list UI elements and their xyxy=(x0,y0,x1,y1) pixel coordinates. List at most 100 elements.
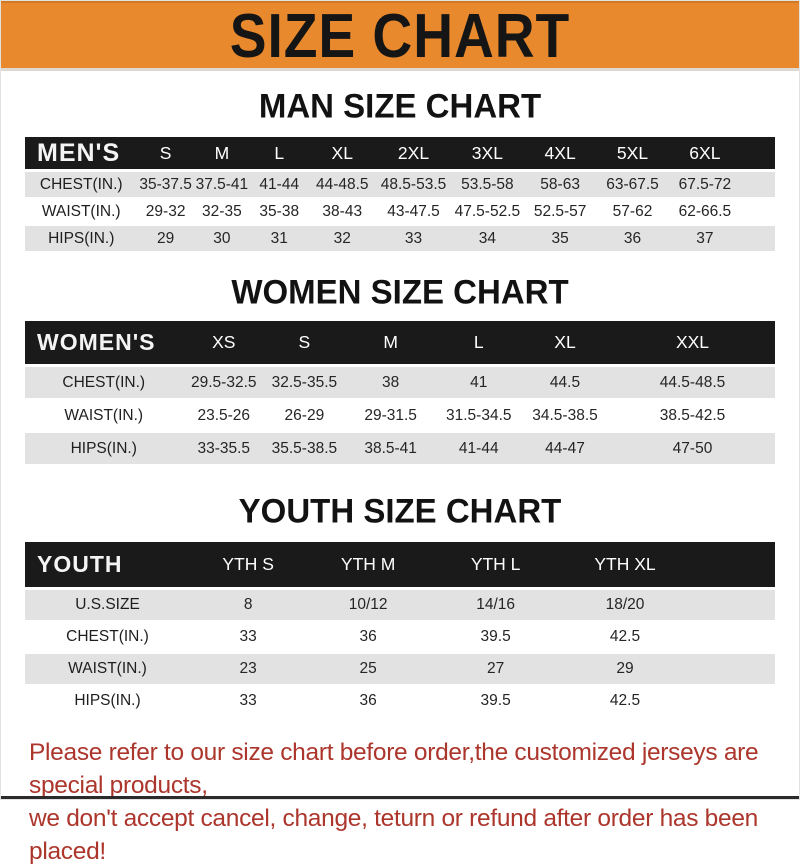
youth-size-xl: YTH XL xyxy=(561,542,689,589)
value-cell: 29 xyxy=(137,224,194,251)
value-cell: 41 xyxy=(437,364,520,399)
value-cell: 27 xyxy=(430,652,562,685)
value-cell: 29-31.5 xyxy=(343,398,438,432)
value-cell: 35.5-38.5 xyxy=(265,431,344,464)
value-cell: 14/16 xyxy=(430,587,562,621)
value-cell: 33 xyxy=(190,684,307,716)
value-cell: 44.5-48.5 xyxy=(610,364,775,399)
men-waist-row: WAIST(IN.) 29-32 32-35 35-38 38-43 43-47… xyxy=(25,197,775,225)
men-corner-label: MEN'S xyxy=(25,137,138,171)
value-cell: 44-48.5 xyxy=(308,169,376,198)
banner-title: SIZE CHART xyxy=(229,0,571,70)
row-label: CHEST(IN.) xyxy=(25,364,183,399)
men-size-5xl: 5XL xyxy=(596,137,669,171)
men-size-2xl: 2XL xyxy=(376,137,451,171)
men-size-l: L xyxy=(250,137,309,171)
youth-corner-label: YOUTH xyxy=(25,542,190,589)
value-cell: 35-38 xyxy=(250,197,309,225)
women-size-l: L xyxy=(437,321,520,366)
value-cell: 52.5-57 xyxy=(523,197,597,225)
value-cell: 33-35.5 xyxy=(182,431,265,464)
value-cell: 38.5-42.5 xyxy=(610,398,775,432)
value-cell: 41-44 xyxy=(437,431,520,464)
value-cell: 44.5 xyxy=(520,364,610,399)
disclaimer-line-2: we don't accept cancel, change, teturn o… xyxy=(29,805,758,865)
youth-size-table: YOUTH YTH S YTH M YTH L YTH XL U.S.SIZE … xyxy=(25,542,775,716)
row-label: CHEST(IN.) xyxy=(25,169,138,198)
women-size-xxl: XXL xyxy=(610,321,775,366)
youth-header-row: YOUTH YTH S YTH M YTH L YTH XL xyxy=(25,542,775,589)
men-size-s: S xyxy=(137,137,194,171)
men-size-4xl: 4XL xyxy=(523,137,597,171)
youth-waist-row: WAIST(IN.) 23 25 27 29 xyxy=(25,652,775,685)
women-header-row: WOMEN'S XS S M L XL XXL xyxy=(25,321,775,366)
men-section-heading: MAN SIZE CHART xyxy=(258,86,542,125)
women-corner-label: WOMEN'S xyxy=(25,321,183,366)
value-cell: 32 xyxy=(308,224,376,251)
value-cell: 33 xyxy=(190,620,307,653)
value-cell: 36 xyxy=(596,224,669,251)
value-cell: 63-67.5 xyxy=(596,169,669,198)
value-cell: 43-47.5 xyxy=(376,197,451,225)
row-label: WAIST(IN.) xyxy=(25,652,190,685)
row-label: HIPS(IN.) xyxy=(25,431,183,464)
value-cell: 67.5-72 xyxy=(668,169,742,198)
value-cell: 36 xyxy=(306,620,430,653)
value-cell: 48.5-53.5 xyxy=(376,169,451,198)
women-waist-row: WAIST(IN.) 23.5-26 26-29 29-31.5 31.5-34… xyxy=(25,398,775,432)
value-cell: 29-32 xyxy=(137,197,194,225)
value-cell: 58-63 xyxy=(523,169,597,198)
women-section-heading: WOMEN SIZE CHART xyxy=(231,272,569,311)
value-cell: 8 xyxy=(190,587,307,621)
value-cell: 29 xyxy=(561,652,689,685)
value-cell: 33 xyxy=(376,224,451,251)
spacer-cell xyxy=(741,197,775,225)
value-cell: 18/20 xyxy=(561,587,689,621)
men-header-spacer xyxy=(741,137,775,171)
value-cell: 39.5 xyxy=(430,684,562,716)
value-cell: 35-37.5 xyxy=(137,169,194,198)
youth-header-spacer xyxy=(688,542,775,589)
value-cell: 47.5-52.5 xyxy=(451,197,524,225)
value-cell: 23.5-26 xyxy=(182,398,265,432)
row-label: WAIST(IN.) xyxy=(25,197,138,225)
youth-size-s: YTH S xyxy=(190,542,307,589)
men-header-row: MEN'S S M L XL 2XL 3XL 4XL 5XL 6XL xyxy=(25,137,775,171)
value-cell: 32.5-35.5 xyxy=(265,364,344,399)
row-label: CHEST(IN.) xyxy=(25,620,190,653)
spacer-cell xyxy=(741,169,775,198)
value-cell: 38-43 xyxy=(308,197,376,225)
youth-size-l: YTH L xyxy=(430,542,562,589)
value-cell: 44-47 xyxy=(520,431,610,464)
value-cell: 37 xyxy=(668,224,742,251)
size-chart-banner: SIZE CHART xyxy=(1,1,799,71)
men-hips-row: HIPS(IN.) 29 30 31 32 33 34 35 36 37 xyxy=(25,224,775,251)
youth-chest-row: CHEST(IN.) 33 36 39.5 42.5 xyxy=(25,620,775,653)
men-size-xl: XL xyxy=(308,137,376,171)
women-hips-row: HIPS(IN.) 33-35.5 35.5-38.5 38.5-41 41-4… xyxy=(25,431,775,464)
spacer-cell xyxy=(741,224,775,251)
disclaimer-line-1: Please refer to our size chart before or… xyxy=(29,739,759,799)
women-size-m: M xyxy=(343,321,438,366)
row-label: HIPS(IN.) xyxy=(25,224,138,251)
value-cell: 41-44 xyxy=(250,169,309,198)
spacer-cell xyxy=(688,652,775,685)
value-cell: 47-50 xyxy=(610,431,775,464)
value-cell: 38.5-41 xyxy=(343,431,438,464)
value-cell: 32-35 xyxy=(193,197,250,225)
spacer-cell xyxy=(688,587,775,621)
order-disclaimer: Please refer to our size chart before or… xyxy=(29,736,799,868)
value-cell: 42.5 xyxy=(561,620,689,653)
value-cell: 30 xyxy=(193,224,250,251)
value-cell: 31.5-34.5 xyxy=(437,398,520,432)
value-cell: 29.5-32.5 xyxy=(182,364,265,399)
youth-size-m: YTH M xyxy=(306,542,430,589)
women-chest-row: CHEST(IN.) 29.5-32.5 32.5-35.5 38 41 44.… xyxy=(25,364,775,399)
value-cell: 34 xyxy=(451,224,524,251)
spacer-cell xyxy=(688,684,775,716)
value-cell: 37.5-41 xyxy=(193,169,250,198)
value-cell: 34.5-38.5 xyxy=(520,398,610,432)
row-label: HIPS(IN.) xyxy=(25,684,190,716)
women-size-xs: XS xyxy=(182,321,265,366)
value-cell: 53.5-58 xyxy=(451,169,524,198)
